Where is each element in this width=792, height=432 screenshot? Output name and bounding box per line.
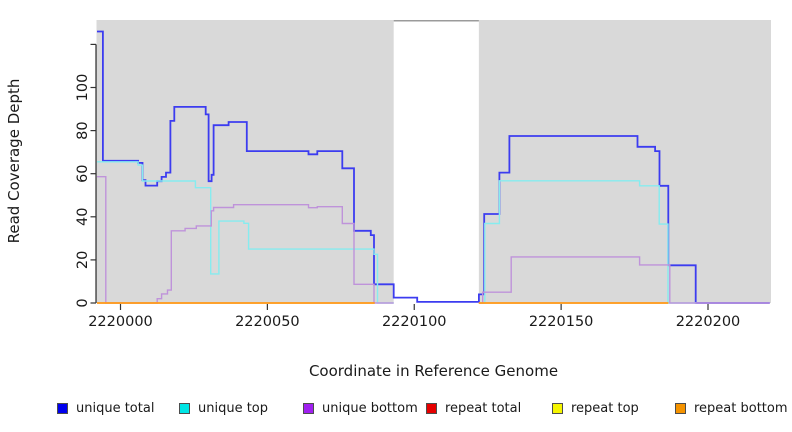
series-line-unique-bottom bbox=[97, 175, 394, 304]
x-tick-label: 2220100 bbox=[382, 314, 447, 330]
y-axis-title: Read Coverage Depth bbox=[5, 78, 23, 244]
series-line-unique-bottom bbox=[478, 256, 770, 304]
x-axis-title: Coordinate in Reference Genome bbox=[308, 362, 559, 380]
x-tick-label: 2220200 bbox=[676, 314, 741, 330]
y-tick-label: 40 bbox=[75, 208, 91, 226]
x-tick-label: 2220000 bbox=[88, 314, 153, 330]
no-data-band bbox=[393, 20, 479, 303]
x-tick-label: 2220050 bbox=[235, 314, 300, 330]
y-tick-label: 20 bbox=[75, 251, 91, 269]
y-tick-label: 0 bbox=[75, 298, 91, 307]
series-line-unique-top bbox=[97, 161, 394, 304]
y-tick-label: 100 bbox=[75, 74, 91, 102]
y-tick-label: 80 bbox=[75, 121, 91, 139]
x-tick-label: 2220150 bbox=[529, 314, 594, 330]
series-line-unique-top bbox=[478, 180, 697, 304]
y-tick-label: 60 bbox=[75, 164, 91, 182]
